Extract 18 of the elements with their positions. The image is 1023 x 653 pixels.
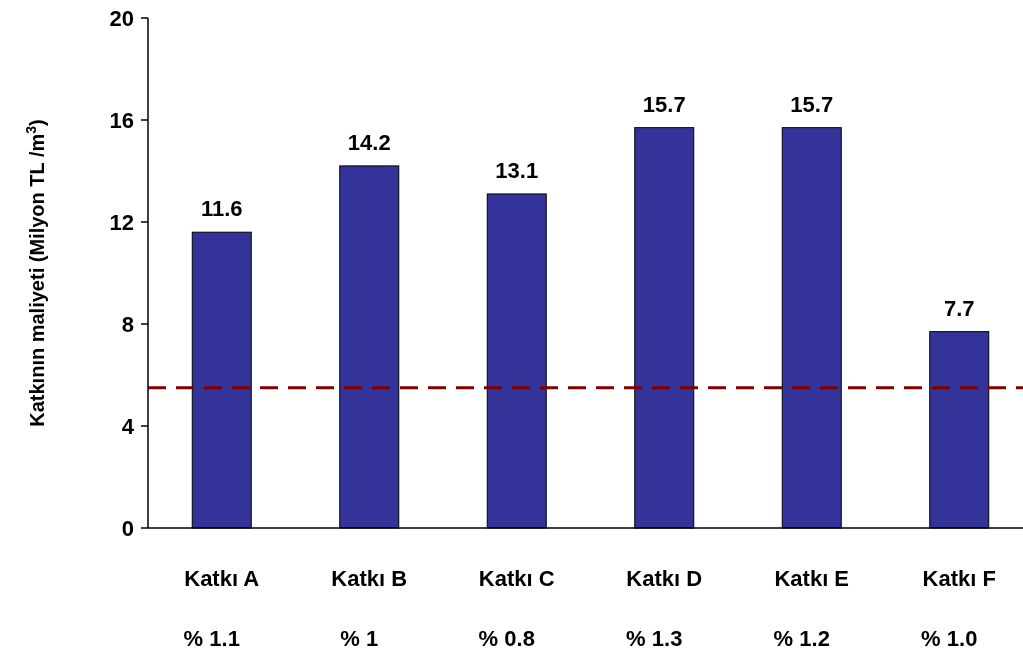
- data-label: 15.7: [642, 91, 686, 117]
- data-label: 14.2: [347, 129, 391, 155]
- category-label: Katkı D % 1.3: [626, 566, 703, 651]
- y-tick-label: 16: [109, 107, 134, 133]
- y-tick-label: 0: [121, 515, 134, 541]
- category-label: Katkı C % 0.8: [478, 566, 555, 651]
- category-label: Katkı E % 1.2: [773, 566, 850, 651]
- y-tick-label: 20: [109, 5, 134, 31]
- data-label: 7.7: [943, 295, 975, 321]
- y-tick-label: 8: [121, 311, 134, 337]
- data-label: 15.7: [790, 91, 834, 117]
- category-label: Katkı B % 1: [331, 566, 408, 651]
- y-tick-label: 4: [121, 413, 135, 439]
- y-tick-label: 12: [109, 209, 134, 235]
- category-label: Katkı A % 1.1: [183, 566, 260, 651]
- data-label: 13.1: [495, 157, 539, 183]
- data-label: 11.6: [200, 196, 243, 222]
- category-label: Katkı F % 1.0: [921, 566, 996, 651]
